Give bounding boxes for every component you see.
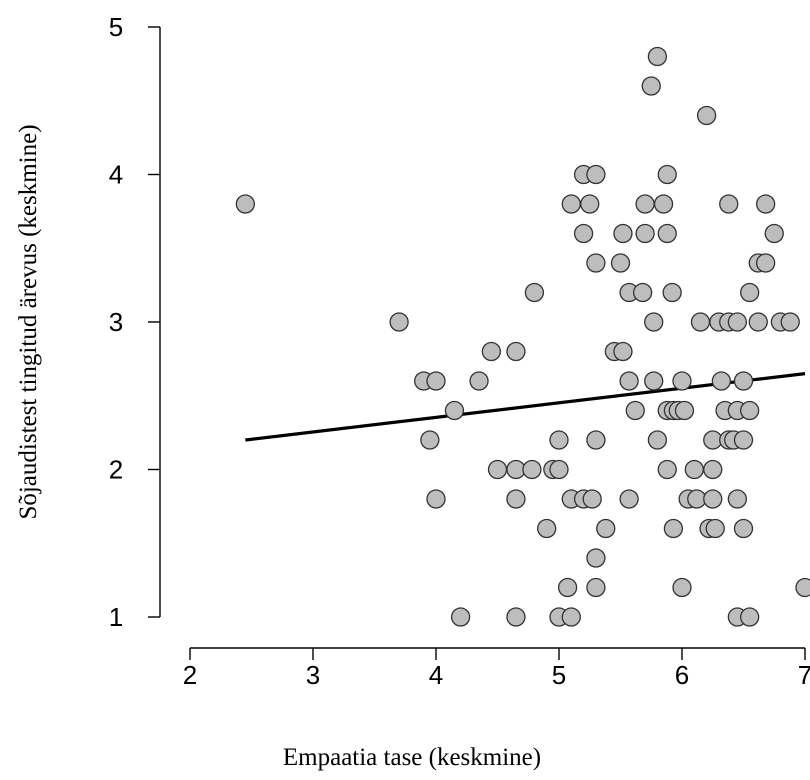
data-point — [235, 194, 256, 214]
data-point — [740, 607, 760, 627]
data-point — [389, 312, 409, 332]
data-point — [795, 577, 810, 598]
data-point — [635, 223, 655, 244]
data-point — [619, 371, 639, 391]
y-tick-label: 3 — [109, 307, 123, 337]
data-point — [733, 371, 754, 391]
y-tick-label: 5 — [109, 12, 123, 42]
data-point — [657, 164, 677, 185]
data-point — [733, 518, 754, 539]
data-point — [711, 371, 732, 391]
data-point — [610, 253, 631, 273]
data-points — [235, 46, 810, 627]
data-point — [586, 548, 606, 568]
data-point — [506, 489, 526, 509]
data-point — [506, 341, 526, 362]
data-point — [561, 194, 581, 214]
data-point — [506, 607, 526, 627]
data-point — [469, 371, 489, 391]
data-point — [672, 371, 692, 391]
data-point — [537, 518, 557, 539]
y-axis-title: Sõjaudistest tingitud ärevus (keskmine) — [15, 124, 42, 519]
data-point — [727, 489, 747, 509]
data-point — [506, 459, 526, 480]
y-tick-label: 1 — [109, 602, 123, 632]
data-point — [663, 518, 684, 539]
data-point — [444, 400, 465, 421]
data-point — [524, 282, 545, 303]
data-point — [586, 253, 606, 273]
x-tick-label: 5 — [552, 660, 566, 690]
data-point — [653, 194, 674, 214]
data-point — [573, 223, 594, 244]
data-point — [703, 459, 723, 480]
data-point — [644, 371, 664, 391]
data-point — [780, 312, 800, 332]
regression-line — [245, 372, 806, 442]
data-point — [580, 194, 600, 214]
data-point — [674, 400, 695, 421]
data-point — [549, 459, 569, 480]
data-point — [613, 223, 633, 244]
data-point — [582, 489, 602, 509]
data-point — [450, 607, 471, 627]
data-point — [561, 607, 581, 627]
x-tick-label: 7 — [798, 660, 810, 690]
data-point — [703, 430, 723, 450]
data-point — [644, 312, 664, 332]
data-point — [733, 430, 754, 450]
regression-line-group — [245, 372, 806, 442]
data-point — [755, 253, 776, 273]
data-point — [596, 518, 616, 539]
data-point — [586, 430, 606, 450]
x-tick-label: 4 — [429, 660, 443, 690]
data-point — [755, 194, 776, 214]
data-point — [740, 400, 760, 421]
data-point — [487, 459, 508, 480]
data-point — [696, 105, 717, 126]
data-point — [557, 577, 578, 598]
data-point — [657, 459, 677, 480]
data-point — [727, 312, 747, 332]
data-point — [481, 341, 502, 362]
data-point — [672, 577, 692, 598]
data-point — [632, 282, 653, 303]
data-point — [705, 518, 725, 539]
data-point — [426, 489, 446, 509]
data-point — [586, 164, 606, 185]
data-point — [703, 489, 723, 509]
data-point — [647, 46, 668, 67]
y-tick-label: 4 — [109, 160, 123, 190]
data-point — [748, 312, 768, 332]
x-tick-label: 2 — [183, 660, 197, 690]
data-point — [641, 76, 661, 96]
data-point — [764, 223, 784, 244]
data-point — [420, 430, 440, 450]
data-point — [635, 194, 655, 214]
y-tick-label: 2 — [109, 455, 123, 485]
data-point — [662, 282, 682, 303]
x-tick-label: 6 — [675, 660, 689, 690]
data-point — [549, 430, 569, 450]
data-point — [684, 459, 704, 480]
x-axis: 2 3 4 5 6 7 — [183, 647, 810, 690]
data-point — [740, 282, 760, 303]
x-tick-label: 3 — [306, 660, 320, 690]
y-axis: 1 2 3 4 5 — [109, 12, 161, 632]
data-point — [625, 400, 645, 421]
data-point — [719, 194, 739, 214]
data-point — [690, 312, 711, 332]
data-point — [619, 489, 639, 509]
data-point — [657, 223, 677, 244]
x-axis-title: Empaatia tase (keskmine) — [283, 744, 541, 771]
data-point — [522, 459, 542, 480]
data-point — [613, 341, 633, 362]
data-point — [426, 371, 446, 391]
data-point — [647, 430, 668, 450]
data-point — [687, 489, 707, 509]
data-point — [586, 577, 606, 598]
